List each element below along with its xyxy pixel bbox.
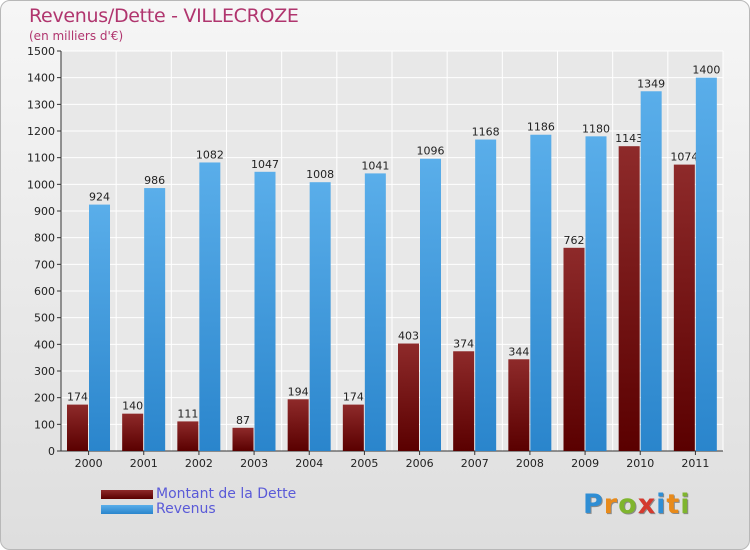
y-tick-label: 400 <box>34 338 55 351</box>
legend-swatch-dette <box>101 490 153 499</box>
data-label: 1186 <box>527 121 555 134</box>
data-label: 174 <box>67 391 88 404</box>
data-label: 194 <box>288 385 309 398</box>
x-tick-label: 2009 <box>571 457 599 470</box>
data-label: 1400 <box>692 64 720 77</box>
bar-revenus-2000 <box>89 204 110 451</box>
y-tick-label: 700 <box>34 258 55 271</box>
bar-revenus-2011 <box>695 77 717 452</box>
x-tick-label: 2006 <box>406 457 434 470</box>
legend-swatch-revenus <box>101 505 153 514</box>
bar-dette-2008 <box>508 359 530 451</box>
data-label: 1168 <box>472 126 500 139</box>
bar-revenus-2004 <box>309 182 331 451</box>
data-label: 924 <box>89 191 110 204</box>
bar-dette-2006 <box>398 343 419 451</box>
bar-revenus-2007 <box>475 139 497 452</box>
data-label: 344 <box>508 345 529 358</box>
data-label: 1047 <box>251 158 279 171</box>
x-tick-label: 2011 <box>681 457 709 470</box>
bar-dette-2011 <box>673 164 695 451</box>
data-label: 374 <box>453 337 474 350</box>
y-tick-label: 0 <box>48 445 55 458</box>
y-tick-label: 1000 <box>27 178 55 191</box>
data-label: 1082 <box>196 148 224 161</box>
bar-dette-2002 <box>177 421 199 451</box>
bar-dette-2004 <box>287 399 309 451</box>
y-tick-label: 1100 <box>27 152 55 165</box>
bar-revenus-2008 <box>530 134 552 451</box>
data-label: 1143 <box>615 132 643 145</box>
data-label: 1074 <box>670 151 698 164</box>
data-label: 1096 <box>417 145 445 158</box>
bar-revenus-2003 <box>254 171 276 452</box>
y-tick-label: 500 <box>34 312 55 325</box>
y-tick-label: 300 <box>34 365 55 378</box>
data-label: 986 <box>144 174 165 187</box>
data-label: 1180 <box>582 122 610 135</box>
bar-revenus-2002 <box>199 162 221 451</box>
y-tick-label: 1400 <box>27 72 55 85</box>
data-label: 87 <box>236 414 250 427</box>
x-tick-label: 2005 <box>350 457 378 470</box>
bar-revenus-2005 <box>364 173 386 451</box>
data-label: 1008 <box>306 168 334 181</box>
logo-letter: i <box>680 489 691 520</box>
x-tick-label: 2008 <box>516 457 544 470</box>
y-tick-label: 800 <box>34 232 55 245</box>
bar-dette-2010 <box>618 146 640 451</box>
y-tick-label: 1300 <box>27 98 55 111</box>
chart-subtitle: (en milliers d'€) <box>29 29 124 43</box>
x-tick-label: 2000 <box>75 457 103 470</box>
x-tick-label: 2002 <box>185 457 213 470</box>
bar-dette-2000 <box>67 404 88 451</box>
data-label: 1349 <box>637 77 665 90</box>
logo-letter: r <box>603 489 619 520</box>
logo-letter: t <box>666 489 681 520</box>
y-tick-label: 100 <box>34 418 55 431</box>
bar-dette-2005 <box>342 404 364 451</box>
bar-dette-2009 <box>563 247 585 451</box>
bar-dette-2007 <box>453 351 475 451</box>
bar-revenus-2006 <box>420 158 441 451</box>
bar-dette-2003 <box>232 427 254 451</box>
bar-dette-2001 <box>122 413 144 451</box>
bar-revenus-2009 <box>585 136 607 452</box>
legend-label-dette: Montant de la Dette <box>156 486 297 502</box>
logo-letter: o <box>618 489 638 520</box>
data-label: 403 <box>398 330 419 343</box>
data-label: 1041 <box>361 159 389 172</box>
logo-letter: x <box>637 489 657 520</box>
x-tick-label: 2004 <box>295 457 323 470</box>
data-label: 762 <box>564 234 585 247</box>
proxiti-logo: Proxiti <box>583 489 691 520</box>
bar-revenus-2001 <box>144 188 166 452</box>
chart-title: Revenus/Dette - VILLECROZE <box>29 5 299 27</box>
x-tick-label: 2010 <box>626 457 654 470</box>
legend-label-revenus: Revenus <box>156 501 216 517</box>
x-tick-label: 2007 <box>461 457 489 470</box>
data-label: 140 <box>122 400 143 413</box>
data-label: 111 <box>177 407 198 420</box>
logo-letter: P <box>583 489 604 520</box>
y-tick-label: 1200 <box>27 125 55 138</box>
y-tick-label: 1500 <box>27 45 55 58</box>
logo-letter: i <box>656 489 667 520</box>
data-label: 174 <box>343 391 364 404</box>
y-tick-label: 200 <box>34 392 55 405</box>
x-tick-label: 2001 <box>130 457 158 470</box>
y-tick-label: 600 <box>34 285 55 298</box>
x-tick-label: 2003 <box>240 457 268 470</box>
y-tick-label: 900 <box>34 205 55 218</box>
bar-revenus-2010 <box>640 91 662 452</box>
